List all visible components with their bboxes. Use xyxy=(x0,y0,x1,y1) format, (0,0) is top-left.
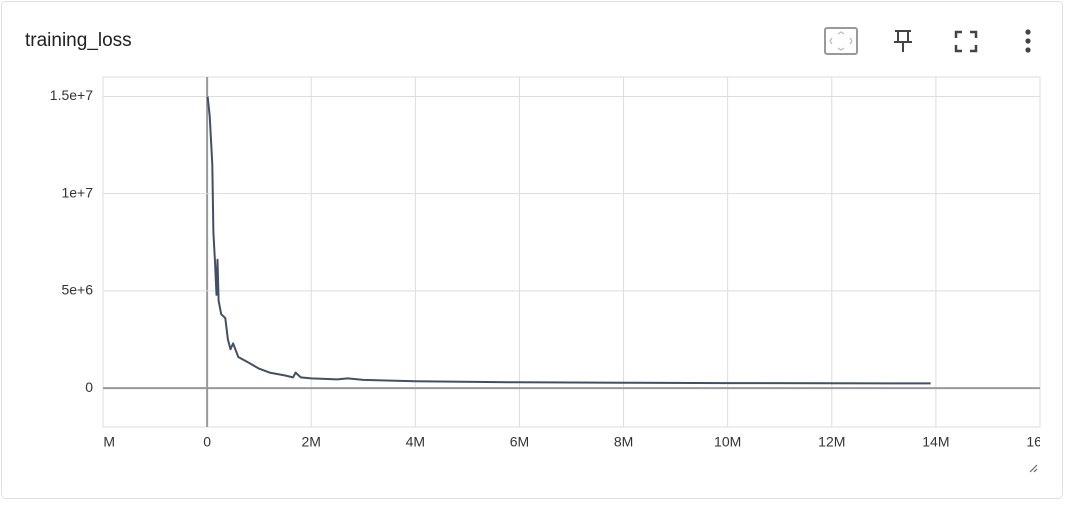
resize-handle[interactable] xyxy=(1029,464,1038,473)
x-tick-labels: -2M 0 2M 4M 6M 8M 10M 12M 14M 16M xyxy=(91,434,1053,450)
x-tick-label: 10M xyxy=(714,434,741,450)
x-tick-label: 8M xyxy=(614,434,633,450)
y-tick-label: 1e+7 xyxy=(61,184,93,200)
x-tick-label: -2M xyxy=(91,434,115,450)
x-tick-label: 12M xyxy=(818,434,845,450)
more-menu-button[interactable] xyxy=(1025,29,1031,53)
x-tick-label: 2M xyxy=(301,434,320,450)
x-tick-label: 4M xyxy=(406,434,425,450)
chart-title: training_loss xyxy=(25,30,132,51)
x-tick-label: 16M xyxy=(1026,434,1053,450)
pin-button[interactable] xyxy=(894,30,912,52)
y-tick-label: 0 xyxy=(85,379,93,395)
x-tick-label: 14M xyxy=(922,434,949,450)
x-tick-label: 0 xyxy=(203,434,211,450)
card-border xyxy=(1,1,1063,499)
grid xyxy=(102,76,1041,428)
y-tick-label: 5e+6 xyxy=(61,282,93,298)
fit-domain-button[interactable] xyxy=(824,27,858,55)
fullscreen-button[interactable] xyxy=(954,30,978,53)
x-tick-label: 6M xyxy=(510,434,529,450)
y-tick-label: 1.5e+7 xyxy=(50,87,93,103)
loss-line xyxy=(206,96,931,385)
